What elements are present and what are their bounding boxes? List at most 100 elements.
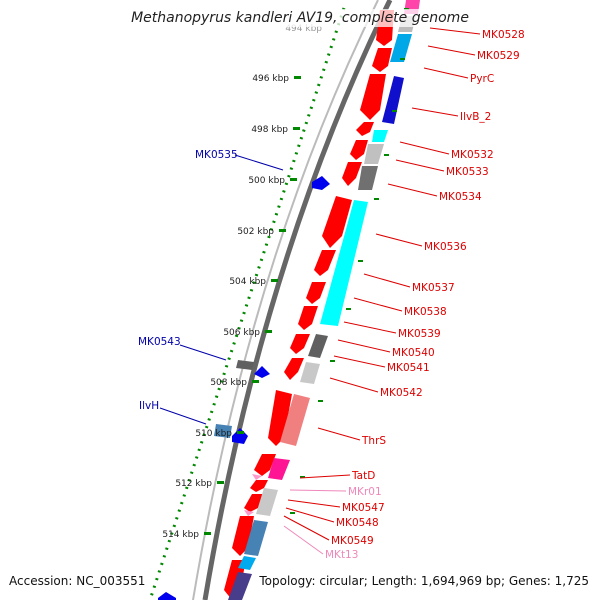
feature-box[interactable] [256, 488, 278, 516]
ruler-tick-label: 502 kbp [237, 227, 274, 237]
feature-label[interactable]: MK0533 [446, 166, 489, 178]
feature-label[interactable]: PyrC [470, 73, 494, 85]
cds-feature[interactable] [342, 162, 362, 186]
feature-label[interactable]: MK0541 [387, 362, 430, 374]
inner-feature[interactable] [312, 176, 330, 190]
ruler-tick [204, 532, 211, 535]
scale-tick [346, 308, 351, 310]
label-leader [234, 154, 284, 171]
feature-label[interactable]: MK0529 [477, 50, 520, 62]
scale-tick [358, 260, 363, 262]
label-leader [395, 159, 445, 172]
feature-box[interactable] [364, 144, 384, 164]
label-leader [411, 107, 459, 117]
rna-feature[interactable] [252, 474, 262, 480]
scale-tick [374, 198, 379, 200]
inner-feature[interactable] [158, 592, 176, 600]
map-title: Methanopyrus kandleri AV19, complete gen… [0, 9, 600, 27]
rna-feature[interactable] [244, 510, 254, 516]
label-leader [427, 45, 476, 56]
feature-label[interactable]: MK0542 [380, 387, 423, 399]
ruler-tick-label: 504 kbp [229, 277, 266, 287]
cds-feature[interactable] [290, 334, 310, 354]
feature-box[interactable] [228, 572, 252, 600]
label-leader [363, 273, 411, 288]
feature-label[interactable]: MKr01 [348, 486, 382, 498]
label-leader [289, 489, 347, 492]
cds-feature[interactable] [314, 250, 336, 276]
feature-box[interactable] [372, 130, 388, 142]
feature-box[interactable] [358, 166, 378, 190]
feature-label[interactable]: MK0535 [195, 149, 238, 161]
cds-feature[interactable] [224, 560, 246, 600]
ruler-tick [279, 229, 286, 232]
scale-tick [384, 154, 389, 156]
cds-feature[interactable] [284, 358, 304, 380]
inner-feature[interactable] [236, 360, 254, 370]
ruler-tick [265, 330, 272, 333]
feature-label[interactable]: MK0532 [451, 149, 494, 161]
feature-label[interactable]: MK0534 [439, 191, 482, 203]
rna-feature[interactable] [268, 458, 290, 480]
ruler-tick-label: 500 kbp [248, 176, 285, 186]
feature-label[interactable]: MK0548 [336, 517, 379, 529]
feature-box[interactable] [244, 520, 268, 556]
cds-feature[interactable] [250, 480, 268, 492]
feature-label[interactable]: MK0528 [482, 29, 525, 41]
feature-box[interactable] [308, 334, 328, 358]
feature-label[interactable]: MKt13 [325, 549, 358, 561]
cds-feature[interactable] [322, 196, 352, 248]
feature-box[interactable] [280, 394, 310, 446]
cds-feature[interactable] [372, 48, 392, 72]
cds-feature[interactable] [360, 74, 386, 120]
feature-label[interactable]: MK0540 [392, 347, 435, 359]
ruler-tick [290, 178, 297, 181]
feature-box[interactable] [382, 76, 404, 124]
feature-box[interactable] [300, 362, 320, 384]
label-leader [399, 141, 450, 155]
feature-label[interactable]: ThrS [361, 435, 386, 447]
cds-track [224, 10, 394, 600]
feature-box[interactable] [320, 200, 368, 326]
label-leader [353, 297, 403, 312]
cds-feature[interactable] [306, 282, 326, 304]
label-leader [429, 27, 481, 35]
accession-label: Accession: NC_003551 [9, 574, 146, 588]
inner-feature[interactable] [214, 424, 232, 438]
cds-feature[interactable] [232, 516, 254, 556]
inner-feature[interactable] [254, 366, 270, 378]
feature-label[interactable]: MK0549 [331, 535, 374, 547]
cds-feature[interactable] [244, 494, 264, 512]
label-leader [423, 67, 469, 79]
feature-label[interactable]: MK0537 [412, 282, 455, 294]
feature-labels: MK0528 MK0529 PyrC IlvB_2 MK0532 MK0533 MK0534… [138, 27, 525, 561]
feature-label[interactable]: MK0538 [404, 306, 447, 318]
label-leader [343, 321, 397, 334]
feature-label[interactable]: MK0547 [342, 502, 385, 514]
feature-label[interactable]: MK0543 [138, 336, 181, 348]
feature-box[interactable] [390, 34, 412, 62]
feature-label[interactable]: IlvH [139, 400, 159, 412]
ruler-tick [294, 76, 301, 79]
scale-tick [318, 400, 323, 402]
color-track [228, 0, 420, 600]
label-leader [329, 377, 379, 393]
cds-feature[interactable] [268, 390, 292, 446]
feature-label[interactable]: MK0536 [424, 241, 467, 253]
label-leader [285, 507, 335, 523]
inner-feature[interactable] [232, 428, 248, 444]
feature-label[interactable]: IlvB_2 [460, 111, 491, 123]
ruler-tick [217, 481, 224, 484]
ruler-tick [237, 431, 244, 434]
feature-label[interactable]: TatD [351, 470, 375, 482]
ruler-tick-label: 498 kbp [251, 125, 288, 135]
ruler-tick-label: 512 kbp [175, 479, 212, 489]
cds-feature[interactable] [350, 140, 368, 160]
feature-box[interactable] [238, 556, 256, 570]
cds-feature[interactable] [298, 306, 318, 330]
cds-feature[interactable] [254, 454, 276, 476]
topology-summary: Topology: circular; Length: 1,694,969 bp… [259, 574, 589, 588]
cds-feature[interactable] [356, 122, 374, 136]
feature-label[interactable]: MK0539 [398, 328, 441, 340]
